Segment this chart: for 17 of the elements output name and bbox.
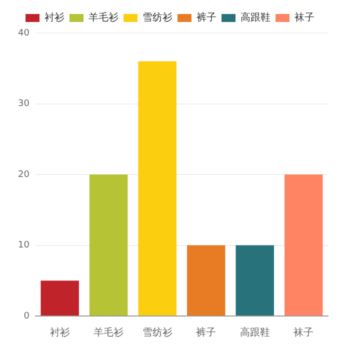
x-tick-label: 裤子 [196,326,216,339]
y-tick-label: 30 [18,99,30,110]
x-tick-label: 衬衫 [50,326,70,339]
x-tick-label: 袜子 [294,326,314,339]
legend-label: 雪纺衫 [142,12,172,24]
x-tick-label: 雪纺衫 [142,326,172,339]
y-tick-label: 10 [18,240,30,251]
legend-label: 羊毛衫 [88,12,118,24]
y-tick-label: 40 [18,28,30,38]
y-tick-label: 0 [24,311,30,322]
legend-label: 衬衫 [44,12,64,24]
legend-label: 裤子 [196,12,216,24]
y-tick-label: 20 [18,170,30,180]
legend-label: 袜子 [294,12,314,24]
x-tick-label: 羊毛衫 [94,326,124,339]
x-tick-label: 高跟鞋 [240,326,270,339]
legend-label: 高跟鞋 [240,12,270,24]
